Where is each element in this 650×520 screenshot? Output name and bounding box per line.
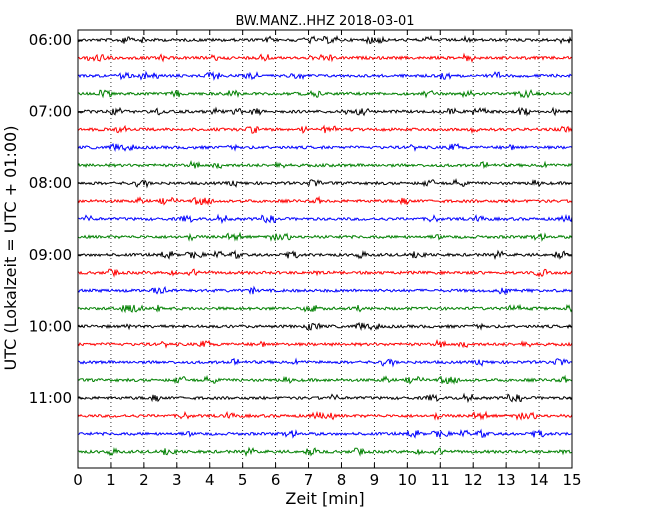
x-axis-label: Zeit [min] [285,489,364,508]
y-tick-label: 08:00 [29,174,72,192]
x-tick-label: 3 [172,471,182,489]
y-tick-label: 11:00 [29,389,72,407]
x-tick-label: 10 [398,471,417,489]
y-tick-label: 06:00 [29,31,72,49]
trace-line [77,285,573,296]
y-tick-label: 07:00 [29,103,72,121]
trace-line [77,392,573,404]
trace-line [77,339,573,349]
trace-line [77,374,573,385]
trace-lines [77,34,573,457]
y-tick-label: 09:00 [29,246,72,264]
x-tick-label: 7 [304,471,314,489]
plot-frame [77,29,573,469]
x-tick-label: 5 [238,471,248,489]
trace-line [77,213,573,225]
trace-line [77,249,573,261]
y-tick-label: 10:00 [29,317,72,335]
x-tick-label: 6 [271,471,281,489]
trace-line [77,195,573,206]
x-tick-label: 1 [106,471,116,489]
x-tick-label: 15 [562,471,581,489]
vertical-grid [110,30,540,468]
trace-line [77,124,573,134]
trace-line [77,178,573,189]
x-tick-label: 4 [205,471,215,489]
trace-line [77,357,573,368]
trace-line [77,88,573,99]
trace-line [77,70,573,81]
trace-line [77,321,573,332]
trace-line [77,428,573,439]
trace-line [77,268,573,278]
x-tick-label: 2 [139,471,149,489]
y-axis-label: UTC (Lokalzeit = UTC + 01:00) [1,126,20,371]
x-tick-label: 9 [370,471,380,489]
x-tick-label: 8 [337,471,347,489]
trace-line [77,446,573,457]
x-tick-label: 14 [530,471,549,489]
x-tick-label: 12 [464,471,483,489]
trace-line [77,160,573,170]
chart-title: BW.MANZ..HHZ 2018-03-01 [235,14,414,29]
trace-line [77,231,573,242]
trace-line [77,303,573,314]
x-axis-ticks: 0 1 2 3 4 5 6 7 8 9 10 11 12 13 14 15 [73,30,582,489]
trace-line [77,106,573,117]
trace-line [77,410,573,421]
trace-line [77,34,573,45]
trace-line [77,52,573,63]
x-tick-label: 0 [73,471,83,489]
trace-line [77,142,573,153]
y-axis-ticks: 06:00 07:00 08:00 09:00 10:00 11:00 [29,31,572,407]
x-tick-label: 11 [431,471,450,489]
x-tick-label: 13 [497,471,516,489]
